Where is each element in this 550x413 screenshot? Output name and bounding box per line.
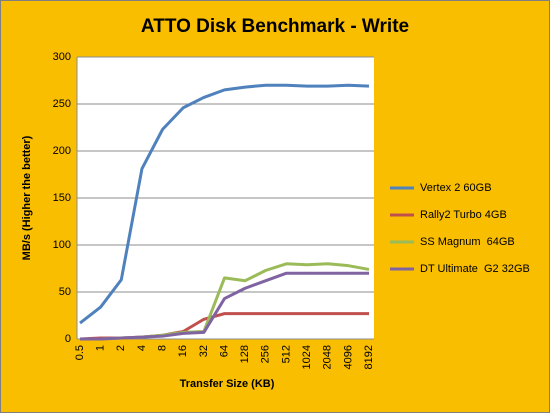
x-tick-label: 8 [156,345,168,351]
x-tick-label: 2 [115,345,127,351]
x-tick-label: 64 [218,345,230,357]
x-tick-label: 512 [280,345,292,363]
x-tick-label: 16 [177,345,189,357]
y-tick-label: 300 [53,51,71,63]
x-tick-label: 0.5 [74,345,86,360]
chart-title: ATTO Disk Benchmark - Write [141,16,409,37]
y-axis-title: MB/s (Higher the better) [21,135,33,260]
y-tick-label: 150 [53,192,71,204]
legend-label: DT Ultimate G2 32GB [420,263,530,275]
series-line [80,271,369,341]
y-tick-label: 50 [59,286,71,298]
y-tick-label: 250 [53,98,71,110]
series-line [79,83,370,325]
x-tick-label: 256 [260,345,272,363]
x-tick-label: 1 [95,345,107,351]
legend-label: Vertex 2 60GB [420,182,492,194]
x-tick-label: 1024 [301,345,313,369]
x-tick-label: 32 [198,345,210,357]
y-tick-label: 200 [53,145,71,157]
y-tick-label: 100 [53,239,71,251]
x-tick-label: 4 [136,345,148,351]
x-tick-label: 128 [239,345,251,363]
y-tick-label: 0 [65,333,71,345]
legend-label: SS Magnum 64GB [420,236,515,248]
x-tick-label: 8192 [363,345,375,369]
x-tick-label: 4096 [342,345,354,369]
x-axis-title: Transfer Size (KB) [180,378,275,390]
legend-label: Rally2 Turbo 4GB [420,209,507,221]
x-tick-label: 2048 [322,345,334,369]
